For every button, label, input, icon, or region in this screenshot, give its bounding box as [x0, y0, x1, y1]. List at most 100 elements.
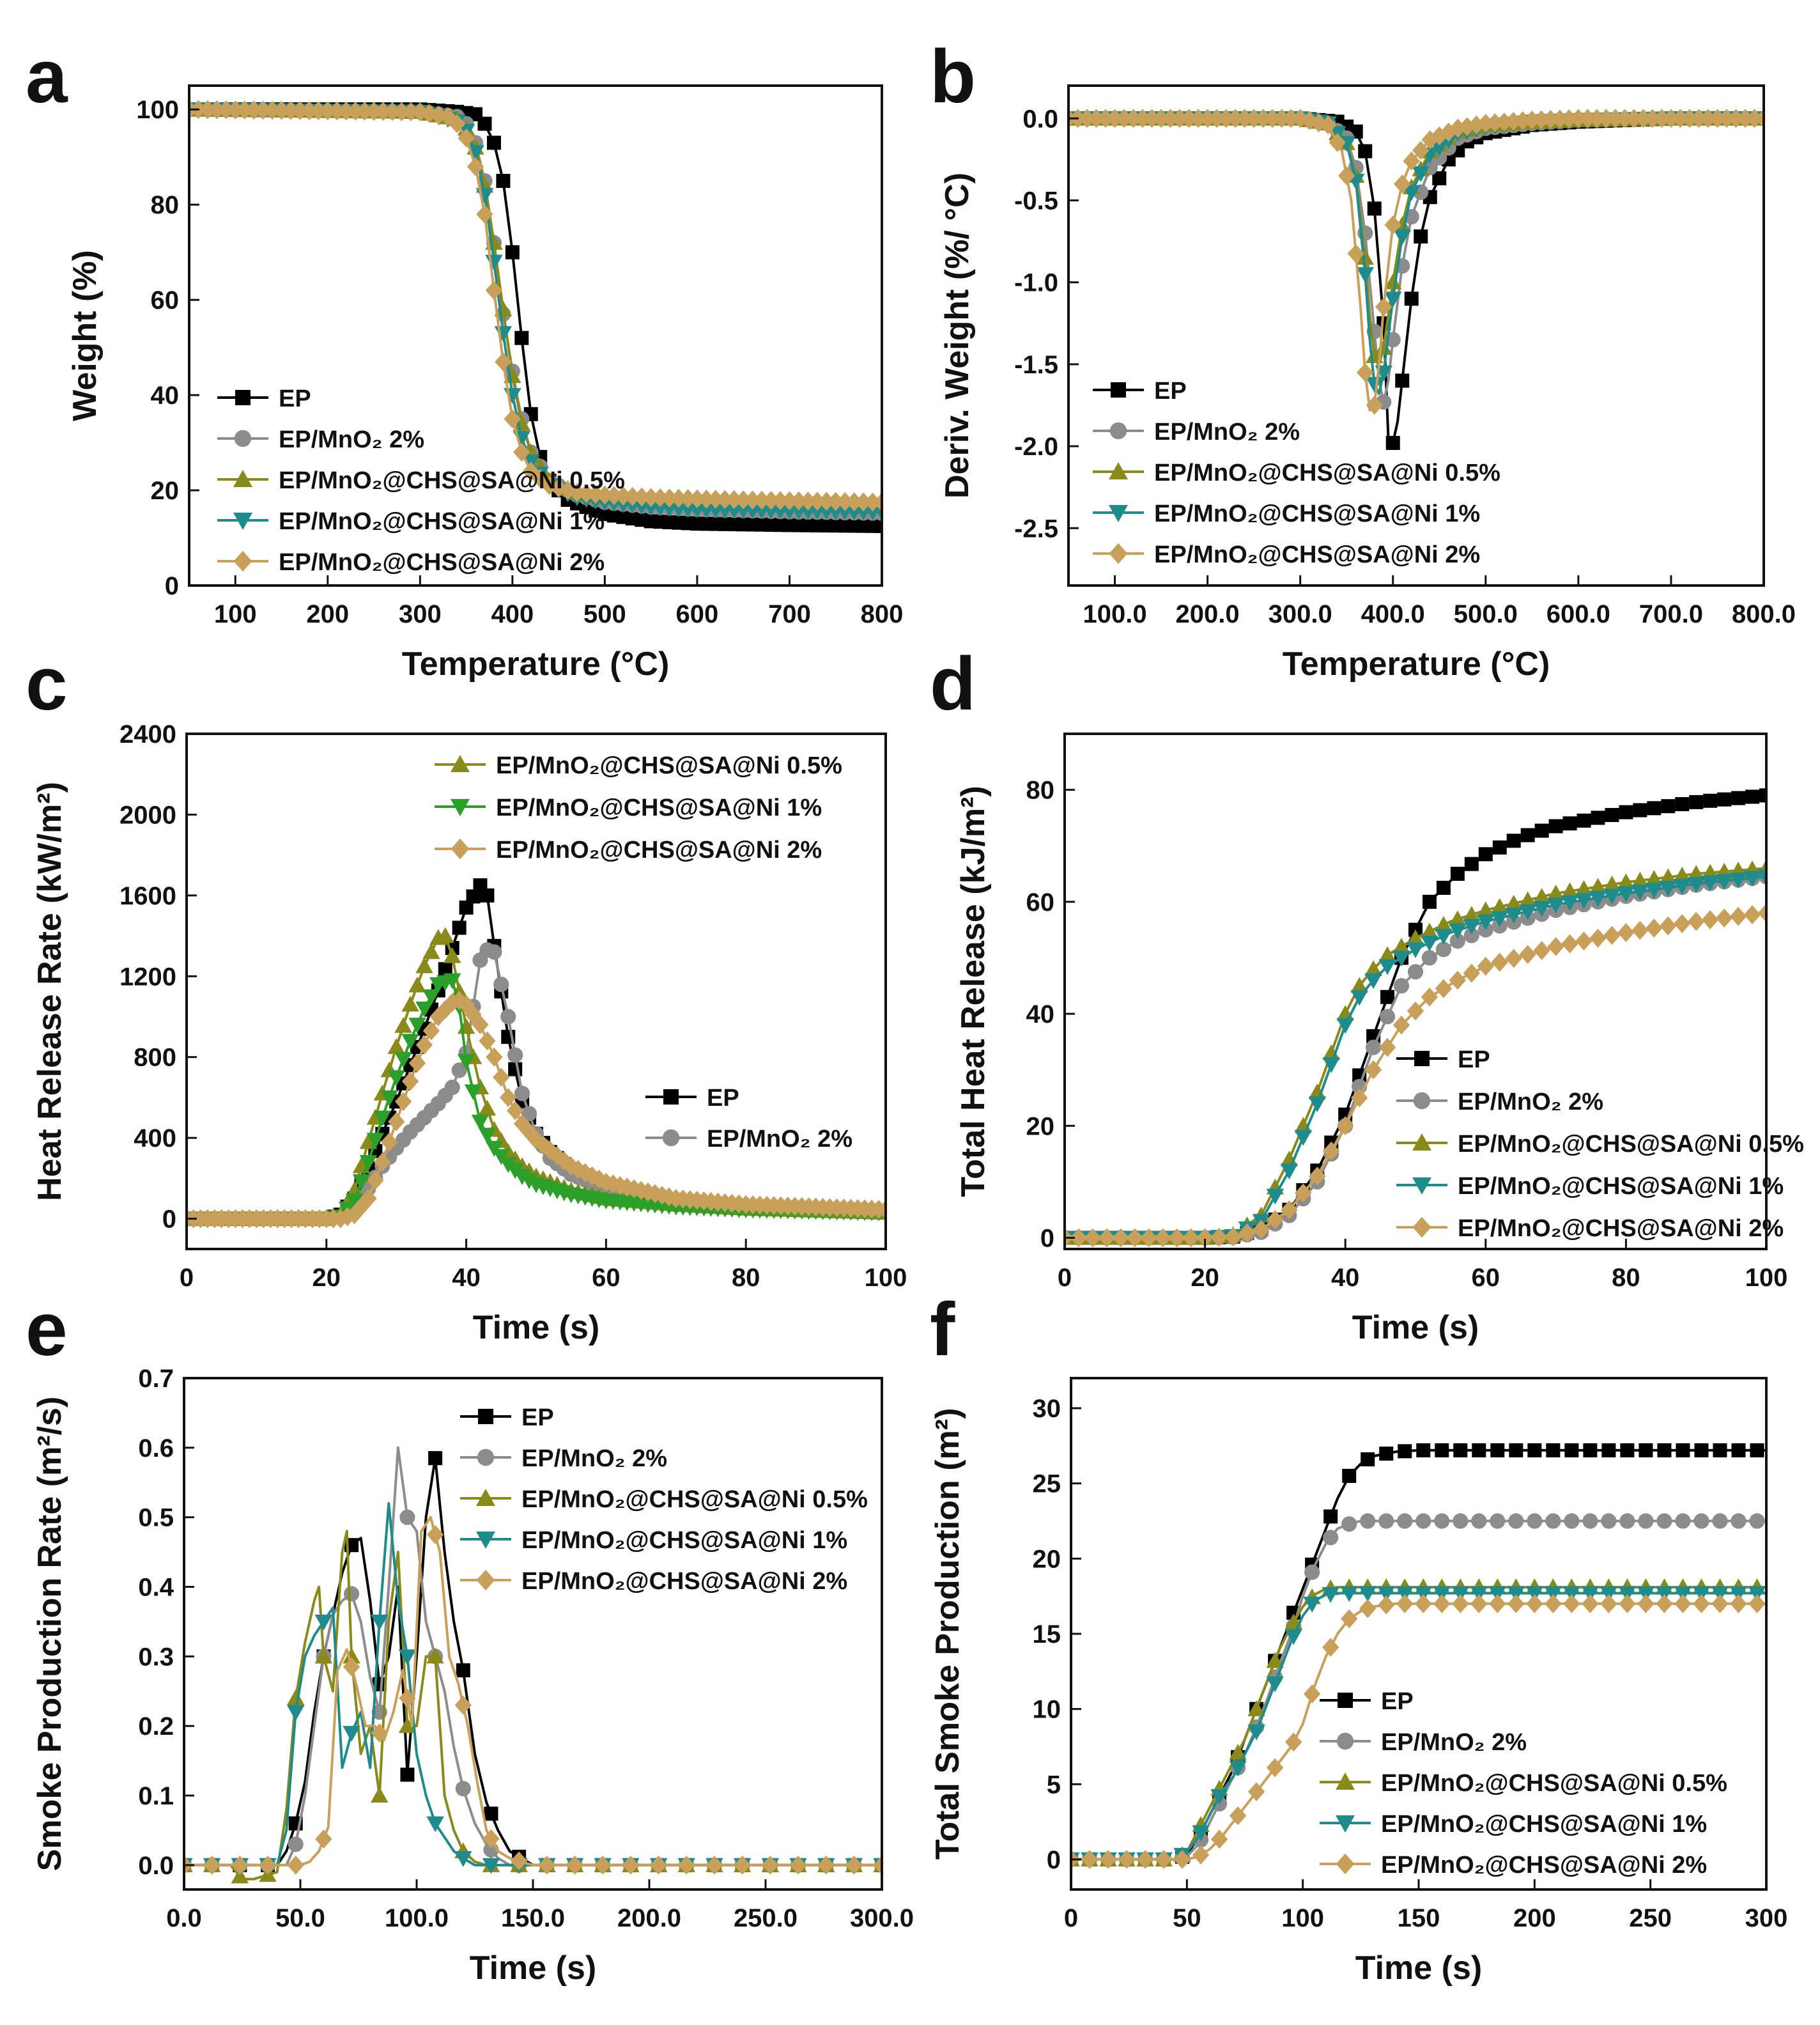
- data-point: [1350, 977, 1368, 993]
- data-point: [1106, 109, 1123, 128]
- data-point: [1575, 931, 1592, 951]
- legend-marker: [233, 470, 252, 487]
- data-point: [1709, 109, 1726, 128]
- data-point: [1322, 1638, 1339, 1657]
- data-point: [1527, 1513, 1543, 1529]
- data-point: [1603, 875, 1621, 892]
- data-point: [356, 102, 373, 121]
- data-point: [1392, 938, 1410, 954]
- y-tick-label: 1200: [120, 963, 176, 991]
- x-tick-label: 800.0: [1732, 600, 1796, 628]
- data-point: [1452, 1594, 1469, 1613]
- data-point: [1384, 215, 1401, 235]
- data-point: [1478, 847, 1493, 862]
- data-point: [1619, 1594, 1636, 1613]
- data-point: [1404, 291, 1419, 306]
- y-tick-label: 0.2: [138, 1712, 174, 1741]
- data-point: [1407, 942, 1424, 959]
- data-point: [1755, 109, 1764, 128]
- data-point: [1505, 949, 1522, 968]
- y-tick-label: 2400: [120, 720, 176, 749]
- data-point: [1661, 799, 1676, 814]
- data-point: [1134, 109, 1152, 128]
- data-point: [1118, 1850, 1136, 1869]
- data-point: [1631, 884, 1649, 901]
- y-tick-label: 0: [165, 572, 179, 600]
- data-point: [670, 488, 688, 508]
- data-point: [492, 1149, 511, 1165]
- data-point: [500, 1088, 517, 1107]
- data-point: [1699, 109, 1717, 128]
- data-point: [1356, 267, 1374, 283]
- data-point: [1458, 117, 1476, 136]
- legend-label: EP/MnO₂@CHS@SA@Ni 2%: [1381, 1852, 1707, 1879]
- data-point: [762, 1856, 779, 1875]
- data-point: [1506, 834, 1521, 848]
- data-point: [1350, 989, 1368, 1006]
- data-point: [458, 128, 475, 148]
- data-point: [236, 100, 253, 120]
- data-point: [1449, 910, 1467, 926]
- y-tick-label: 5: [1047, 1771, 1061, 1799]
- data-point: [790, 491, 808, 511]
- data-point: [478, 1128, 497, 1144]
- data-point: [1581, 1586, 1600, 1602]
- data-point: [1273, 109, 1290, 128]
- data-point: [1562, 816, 1577, 831]
- legend-label: EP: [1458, 1046, 1490, 1073]
- data-point: [1407, 1001, 1424, 1021]
- panel-b: b 100.0 200.0 300.0 400.0 500.0 600.0 700.0 800.…: [930, 35, 1796, 683]
- legend-marker: [1109, 462, 1128, 479]
- data-point: [1463, 906, 1481, 922]
- data-point: [1263, 109, 1281, 128]
- data-point: [478, 1099, 497, 1116]
- legend-entry: EP/MnO₂ 2%: [1396, 1089, 1603, 1115]
- data-point: [1377, 1586, 1395, 1602]
- data-point: [1432, 171, 1447, 185]
- legend-marker: [451, 799, 470, 816]
- data-point: [493, 1067, 510, 1087]
- data-point: [1247, 1700, 1265, 1716]
- legend-marker: [663, 1089, 679, 1105]
- data-point: [1266, 1652, 1284, 1668]
- legend-label: EP/MnO₂@CHS@SA@Ni 0.5%: [1458, 1131, 1804, 1158]
- data-point: [1254, 109, 1272, 128]
- data-point: [1361, 1452, 1375, 1467]
- y-tick-label: 0: [162, 1206, 176, 1234]
- data-point: [1589, 928, 1607, 948]
- data-point: [1703, 793, 1718, 808]
- legend-entry: EP/MnO₂ 2%: [645, 1126, 852, 1152]
- data-point: [415, 1035, 433, 1055]
- y-tick-label: 0.5: [138, 1504, 174, 1532]
- data-point: [735, 490, 752, 509]
- plot-area: [189, 100, 882, 533]
- data-point: [1168, 1228, 1185, 1248]
- data-point: [1430, 140, 1449, 157]
- legend-marker: [1338, 1693, 1353, 1708]
- data-point: [500, 1009, 516, 1025]
- data-point: [1364, 960, 1382, 976]
- y-tick-label: 800: [134, 1044, 176, 1072]
- data-point: [1140, 1228, 1157, 1248]
- data-point: [373, 1110, 392, 1127]
- data-point: [1199, 109, 1216, 128]
- data-point: [1379, 1447, 1394, 1461]
- data-point: [426, 1647, 444, 1664]
- data-point: [485, 254, 503, 271]
- data-point: [217, 100, 235, 120]
- data-point: [688, 489, 706, 509]
- data-point: [1507, 1586, 1525, 1602]
- data-point: [371, 1723, 388, 1742]
- data-point: [1693, 1513, 1709, 1529]
- data-point: [1196, 1228, 1214, 1248]
- data-point: [1514, 111, 1532, 130]
- data-point: [371, 1614, 389, 1631]
- data-point: [1518, 891, 1537, 908]
- data-point: [1329, 133, 1346, 152]
- plot-area: [1068, 109, 1764, 450]
- data-point: [1084, 1228, 1102, 1248]
- data-point: [383, 102, 401, 121]
- x-tick-label: 20: [312, 1264, 341, 1292]
- legend-entry: EP: [460, 1404, 554, 1431]
- legend-label: EP/MnO₂ 2%: [521, 1445, 667, 1472]
